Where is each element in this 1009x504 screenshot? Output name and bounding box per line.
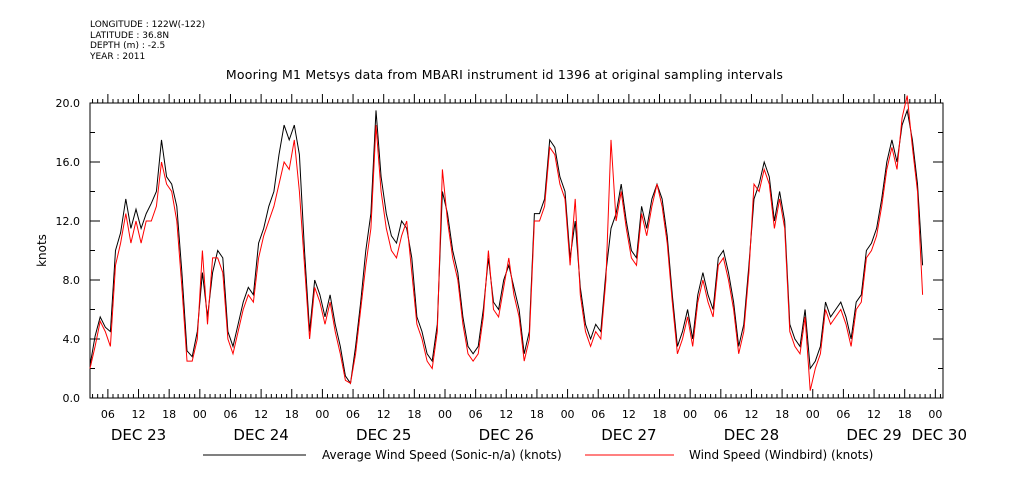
x-day-label: DEC 25 xyxy=(356,426,411,444)
x-hour-label: 18 xyxy=(898,408,912,421)
metadata-block: LONGITUDE : 122W(-122) LATITUDE : 36.8N … xyxy=(90,20,205,62)
x-day-label: DEC 27 xyxy=(601,426,656,444)
x-day-label: DEC 23 xyxy=(111,426,166,444)
y-tick-label: 20.0 xyxy=(56,97,81,110)
series-line-windbird xyxy=(89,95,924,391)
x-hour-label: 06 xyxy=(101,408,115,421)
y-tick-label: 0.0 xyxy=(63,392,81,405)
x-hour-label: 06 xyxy=(469,408,483,421)
x-day-label: DEC 24 xyxy=(233,426,288,444)
x-day-label: DEC 29 xyxy=(846,426,901,444)
longitude-text: LONGITUDE : 122W(-122) xyxy=(90,20,206,30)
x-hour-label: 12 xyxy=(744,408,758,421)
year-text: YEAR : 2011 xyxy=(90,51,146,62)
x-hour-label: 12 xyxy=(377,408,391,421)
x-hour-label: 18 xyxy=(162,408,176,421)
x-hour-label: 18 xyxy=(530,408,544,421)
x-hour-label: 18 xyxy=(407,408,421,421)
x-hour-label: 00 xyxy=(561,408,575,421)
x-hour-label: 06 xyxy=(346,408,360,421)
y-axis-label: knots xyxy=(35,234,49,267)
x-hour-label: 06 xyxy=(714,408,728,421)
x-hour-label: 18 xyxy=(653,408,667,421)
y-tick-label: 8.0 xyxy=(63,274,81,287)
x-hour-label: 00 xyxy=(193,408,207,421)
x-hour-label: 12 xyxy=(132,408,146,421)
x-hour-label: 00 xyxy=(806,408,820,421)
legend-label: Average Wind Speed (Sonic-n/a) (knots) xyxy=(322,448,562,462)
x-hour-label: 18 xyxy=(775,408,789,421)
x-hour-label: 00 xyxy=(683,408,697,421)
x-hour-label: 18 xyxy=(285,408,299,421)
x-day-label: DEC 30 xyxy=(912,426,967,444)
x-hour-label: 00 xyxy=(928,408,942,421)
y-tick-label: 12.0 xyxy=(56,215,81,228)
x-hour-label: 06 xyxy=(591,408,605,421)
x-day-label: DEC 26 xyxy=(479,426,534,444)
x-hour-label: 12 xyxy=(622,408,636,421)
x-hour-label: 06 xyxy=(836,408,850,421)
x-hour-label: 00 xyxy=(438,408,452,421)
x-hour-label: 12 xyxy=(867,408,881,421)
x-hour-label: 12 xyxy=(254,408,268,421)
latitude-text: LATITUDE : 36.8N xyxy=(90,30,170,41)
chart-title: Mooring M1 Metsys data from MBARI instru… xyxy=(225,67,784,82)
series-line-sonic xyxy=(89,108,924,385)
legend-label: Wind Speed (Windbird) (knots) xyxy=(689,448,873,462)
x-hour-label: 12 xyxy=(499,408,513,421)
x-day-label: DEC 28 xyxy=(724,426,779,444)
depth-text: DEPTH (m) : -2.5 xyxy=(90,41,166,51)
y-tick-label: 4.0 xyxy=(63,333,81,346)
y-tick-label: 16.0 xyxy=(56,156,81,169)
x-hour-label: 00 xyxy=(315,408,329,421)
x-hour-label: 06 xyxy=(223,408,237,421)
